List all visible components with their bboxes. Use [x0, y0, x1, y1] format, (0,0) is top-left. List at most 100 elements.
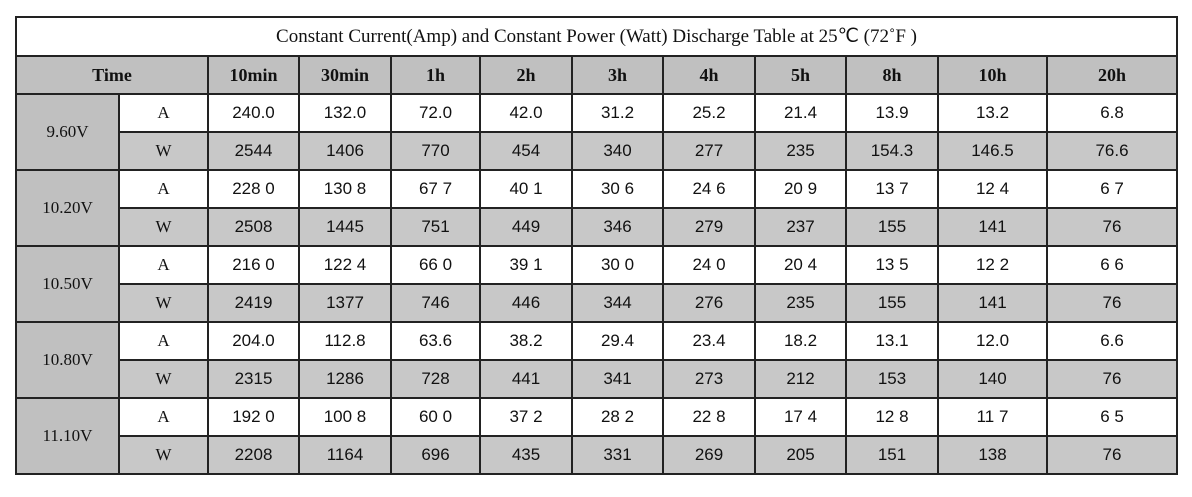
value-cell: 76 — [1045, 283, 1179, 323]
value-cell: 751 — [390, 207, 481, 247]
column-header: 3h — [571, 55, 664, 95]
value-cell: 6.8 — [1045, 93, 1179, 133]
value-cell: 13 7 — [845, 169, 939, 209]
table-row: 9.60V A 240.0 132.0 72.0 42.0 31.2 25.2 21.4 13.9… — [15, 93, 1179, 171]
value-cell: 2508 — [207, 207, 300, 247]
value-cell: 66 0 — [390, 245, 481, 285]
value-cell: 76 — [1045, 207, 1179, 247]
value-cell: 340 — [571, 131, 664, 171]
value-cell: 279 — [662, 207, 756, 247]
table-row: W 2544 1406 770 454 340 277 235 154.3 146.5 76.6 — [16, 131, 1179, 171]
value-cell: 235 — [754, 283, 847, 323]
value-cell: 1445 — [298, 207, 392, 247]
value-cell: 240.0 — [207, 93, 300, 133]
value-cell: 155 — [845, 283, 939, 323]
value-cell: 22 8 — [662, 397, 756, 437]
value-cell: 72.0 — [390, 93, 481, 133]
unit-cell: A — [118, 245, 209, 285]
table-row: 11.10V A 192 0 100 8 60 0 37 2 28 2 22 8 17 4 12 … — [15, 397, 1179, 475]
unit-cell: W — [118, 207, 209, 247]
value-cell: 30 0 — [571, 245, 664, 285]
value-cell: 112.8 — [298, 321, 392, 361]
value-cell: 17 4 — [754, 397, 847, 437]
value-cell: 146.5 — [937, 131, 1048, 171]
column-header: 20h — [1045, 55, 1179, 95]
value-cell: 21.4 — [754, 93, 847, 133]
value-cell: 237 — [754, 207, 847, 247]
value-cell: 23.4 — [662, 321, 756, 361]
value-cell: 12.0 — [937, 321, 1048, 361]
value-cell: 1164 — [298, 435, 392, 475]
header-row: Time 10min 30min 1h 2h 3h 4h 5h 8h 10h 20h — [15, 55, 1179, 95]
value-cell: 435 — [479, 435, 573, 475]
value-cell: 341 — [571, 359, 664, 399]
unit-cell: W — [118, 131, 209, 171]
value-cell: 60 0 — [390, 397, 481, 437]
value-cell: 1377 — [298, 283, 392, 323]
value-cell: 6 5 — [1045, 397, 1179, 437]
value-cell: 235 — [754, 131, 847, 171]
value-cell: 212 — [754, 359, 847, 399]
value-cell: 42.0 — [479, 93, 573, 133]
table-row: W 2315 1286 728 441 341 273 212 153 140 76 — [16, 359, 1179, 399]
value-cell: 746 — [390, 283, 481, 323]
value-cell: 276 — [662, 283, 756, 323]
unit-cell: A — [118, 169, 209, 209]
value-cell: 154.3 — [845, 131, 939, 171]
value-cell: 76 — [1045, 359, 1179, 399]
value-cell: 30 6 — [571, 169, 664, 209]
value-cell: 13.1 — [845, 321, 939, 361]
value-cell: 1286 — [298, 359, 392, 399]
value-cell: 192 0 — [207, 397, 300, 437]
column-header: 8h — [845, 55, 939, 95]
table-row: 10.50V A 216 0 122 4 66 0 39 1 30 0 24 0 20 4 13 … — [15, 245, 1179, 323]
value-cell: 141 — [937, 207, 1048, 247]
value-cell: 141 — [937, 283, 1048, 323]
value-cell: 76.6 — [1045, 131, 1179, 171]
unit-cell: W — [118, 359, 209, 399]
value-cell: 122 4 — [298, 245, 392, 285]
table-row: W 2208 1164 696 435 331 269 205 151 138 76 — [16, 435, 1179, 475]
value-cell: 155 — [845, 207, 939, 247]
table-row: W 2508 1445 751 449 346 279 237 155 141 76 — [16, 207, 1179, 247]
value-cell: 13.9 — [845, 93, 939, 133]
value-cell: 277 — [662, 131, 756, 171]
value-cell: 331 — [571, 435, 664, 475]
value-cell: 2544 — [207, 131, 300, 171]
value-cell: 449 — [479, 207, 573, 247]
value-cell: 2315 — [207, 359, 300, 399]
value-cell: 2419 — [207, 283, 300, 323]
value-cell: 6.6 — [1045, 321, 1179, 361]
column-header: 10min — [207, 55, 300, 95]
value-cell: 6 7 — [1045, 169, 1179, 209]
column-header: 30min — [298, 55, 392, 95]
value-cell: 204.0 — [207, 321, 300, 361]
value-cell: 20 4 — [754, 245, 847, 285]
column-header: 2h — [479, 55, 573, 95]
value-cell: 441 — [479, 359, 573, 399]
value-cell: 696 — [390, 435, 481, 475]
value-cell: 40 1 — [479, 169, 573, 209]
value-cell: 18.2 — [754, 321, 847, 361]
value-cell: 100 8 — [298, 397, 392, 437]
column-header: 5h — [754, 55, 847, 95]
value-cell: 12 8 — [845, 397, 939, 437]
table-row: 10.20V A 228 0 130 8 67 7 40 1 30 6 24 6 20 9 13 … — [15, 169, 1179, 247]
value-cell: 12 2 — [937, 245, 1048, 285]
value-cell: 6 6 — [1045, 245, 1179, 285]
value-cell: 205 — [754, 435, 847, 475]
value-cell: 13.2 — [937, 93, 1048, 133]
value-cell: 770 — [390, 131, 481, 171]
value-cell: 140 — [937, 359, 1048, 399]
voltage-cell: 10.80V — [15, 321, 120, 399]
value-cell: 25.2 — [662, 93, 756, 133]
time-header: Time — [15, 55, 209, 95]
value-cell: 1406 — [298, 131, 392, 171]
value-cell: 39 1 — [479, 245, 573, 285]
value-cell: 269 — [662, 435, 756, 475]
column-header: 1h — [390, 55, 481, 95]
value-cell: 138 — [937, 435, 1048, 475]
value-cell: 63.6 — [390, 321, 481, 361]
value-cell: 728 — [390, 359, 481, 399]
value-cell: 344 — [571, 283, 664, 323]
